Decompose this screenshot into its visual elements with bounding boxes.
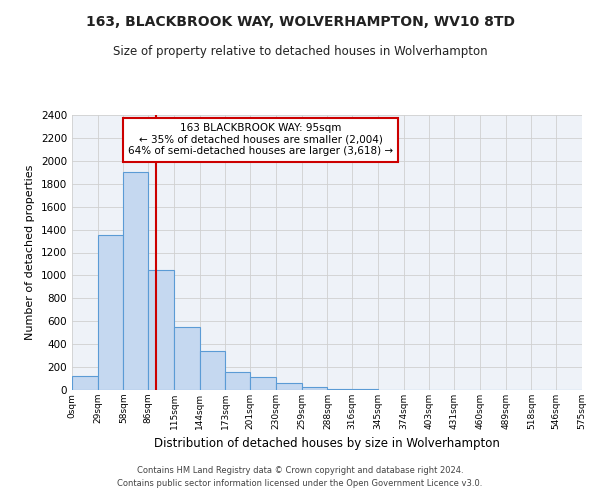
Bar bbox=[124, 172, 148, 390]
Bar bbox=[200, 351, 226, 390]
Text: Contains HM Land Registry data © Crown copyright and database right 2024.
Contai: Contains HM Land Registry data © Crown c… bbox=[118, 466, 482, 487]
Text: 163 BLACKBROOK WAY: 95sqm
← 35% of detached houses are smaller (2,004)
64% of se: 163 BLACKBROOK WAY: 95sqm ← 35% of detac… bbox=[128, 123, 393, 156]
Bar bbox=[148, 270, 174, 390]
Y-axis label: Number of detached properties: Number of detached properties bbox=[25, 165, 35, 340]
Bar bbox=[226, 372, 250, 390]
Text: 163, BLACKBROOK WAY, WOLVERHAMPTON, WV10 8TD: 163, BLACKBROOK WAY, WOLVERHAMPTON, WV10… bbox=[86, 15, 515, 29]
Bar bbox=[174, 327, 200, 390]
X-axis label: Distribution of detached houses by size in Wolverhampton: Distribution of detached houses by size … bbox=[154, 438, 500, 450]
Bar bbox=[276, 383, 302, 390]
Text: Size of property relative to detached houses in Wolverhampton: Size of property relative to detached ho… bbox=[113, 45, 487, 58]
Bar bbox=[250, 378, 276, 390]
Bar bbox=[328, 389, 352, 390]
Bar bbox=[72, 376, 98, 390]
Bar bbox=[98, 236, 124, 390]
Bar bbox=[302, 386, 328, 390]
